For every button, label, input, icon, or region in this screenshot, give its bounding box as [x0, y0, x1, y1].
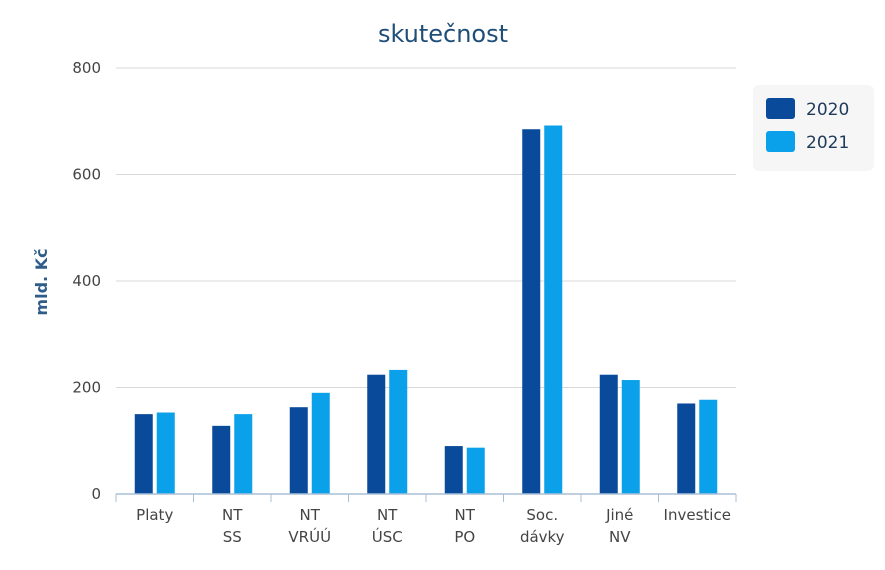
x-tick-label-line: ÚSC — [372, 527, 403, 546]
bar-2021-1[interactable] — [234, 414, 253, 494]
legend-label-2020[interactable]: 2020 — [806, 100, 849, 120]
bar-2020-7[interactable] — [677, 403, 696, 494]
chart-title: skutečnost — [378, 20, 508, 48]
legend-label-2021[interactable]: 2021 — [806, 133, 849, 153]
x-tick-label: NT SS — [222, 506, 243, 546]
y-axis-label: mld. Kč — [32, 248, 51, 315]
grid-lines — [116, 67, 736, 388]
bar-2021-5[interactable] — [544, 125, 563, 494]
bar-2020-1[interactable] — [212, 425, 231, 494]
bar-2020-5[interactable] — [522, 129, 541, 495]
y-tick-label: 200 — [72, 379, 101, 397]
legend-box — [753, 85, 874, 171]
bar-2021-7[interactable] — [699, 399, 718, 494]
bar-2021-2[interactable] — [311, 392, 330, 494]
x-tick-label-line: PO — [454, 528, 475, 546]
x-tick-label-line: VRÚÚ — [288, 527, 331, 546]
y-tick-label: 400 — [72, 272, 101, 290]
legend-swatch-2021[interactable] — [766, 131, 795, 152]
bar-2020-2[interactable] — [289, 407, 308, 494]
bar-2021-4[interactable] — [466, 447, 485, 494]
y-tick-label: 600 — [72, 166, 101, 184]
x-tick-label-line: NT — [222, 506, 243, 524]
bar-2020-6[interactable] — [599, 374, 618, 494]
x-tick-label-line: NT — [377, 506, 398, 524]
y-axis-ticks: 0 200 400 600 800 — [72, 59, 101, 503]
bars — [134, 125, 718, 495]
x-tick-label: NT ÚSC — [372, 506, 403, 546]
bar-2021-3[interactable] — [389, 369, 408, 494]
x-tick-label-line: Investice — [664, 506, 731, 524]
x-tick-label-line: NT — [300, 506, 321, 524]
x-tick-label: Investice — [664, 506, 731, 524]
y-tick-label: 0 — [91, 485, 101, 503]
bar-2020-4[interactable] — [444, 446, 463, 494]
x-tick-label-line: dávky — [520, 528, 565, 546]
x-axis: Platy NT SS NT VRÚÚ NT ÚSC NT PO Soc. dávky Jiné NV I… — [115, 493, 737, 546]
legend-swatch-2020[interactable] — [766, 98, 795, 119]
legend[interactable]: 2020 2021 — [753, 85, 874, 171]
x-tick-label-line: Jiné — [605, 506, 633, 524]
bar-2020-3[interactable] — [367, 374, 386, 494]
x-tick-label: Platy — [136, 506, 173, 524]
x-tick-label: NT PO — [454, 506, 475, 546]
x-tick-label-line: NV — [609, 528, 631, 546]
y-tick-label: 800 — [72, 59, 101, 77]
bar-2021-6[interactable] — [621, 380, 640, 494]
x-tick-label-line: NT — [455, 506, 476, 524]
x-tick-label: Jiné NV — [605, 506, 633, 546]
bar-2021-0[interactable] — [156, 412, 175, 494]
x-tick-label-line: Soc. — [526, 506, 558, 524]
bar-2020-0[interactable] — [134, 414, 153, 494]
x-tick-label: Soc. dávky — [520, 506, 565, 546]
x-tick-label-line: Platy — [136, 506, 173, 524]
x-tick-label: NT VRÚÚ — [288, 506, 331, 546]
x-tick-label-line: SS — [223, 528, 242, 546]
